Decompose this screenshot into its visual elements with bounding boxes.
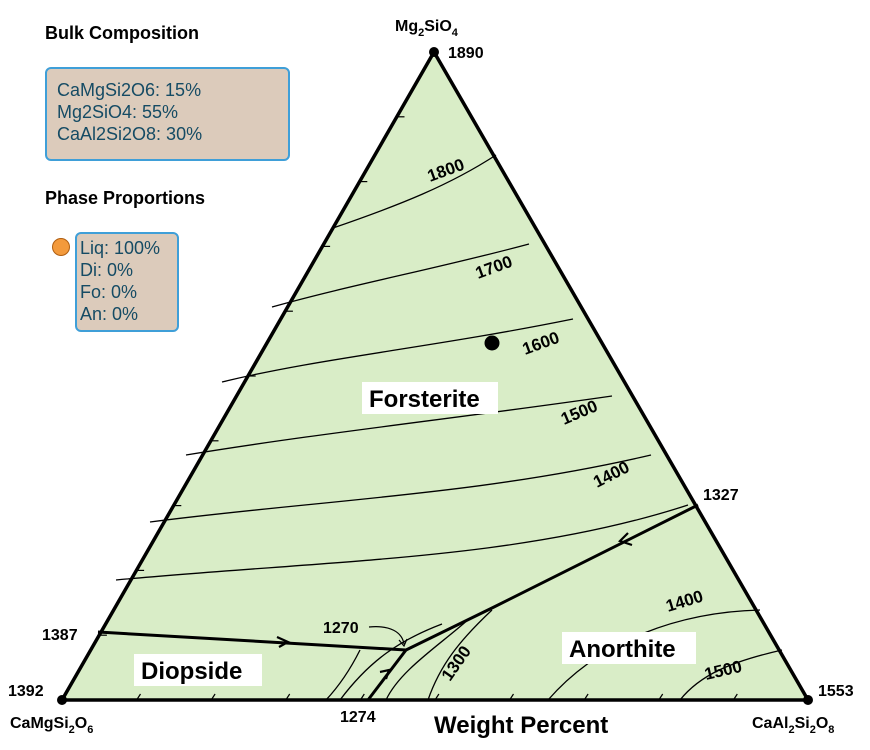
tick-marks [99,110,772,701]
bulk-composition-title: Bulk Composition [45,23,199,43]
isotherm-label-1270: 1270 [323,620,359,637]
arrows [276,532,633,680]
phase-proportions-panel[interactable]: Liq: 100% Di: 0% Fo: 0% An: 0% [75,232,179,332]
bulk-item-anorthite: CaAl2Si2O8: 30% [57,124,203,144]
phase-item-liquid: Liq: 100% [80,238,161,258]
vertex-dot-right [803,695,813,705]
phase-proportions-title: Phase Proportions [45,188,206,208]
field-label-anorthite: Anorthite [569,636,676,663]
vertex-label-left: CaMgSi2O6 [10,715,93,736]
vertex-label-top: Mg2SiO4 [395,18,459,39]
composition-point[interactable] [484,335,500,351]
vertex-label-right: CaAl2Si2O8 [752,715,834,736]
bulk-composition-panel[interactable]: CaMgSi2O6: 15% Mg2SiO4: 55% CaAl2Si2O8: … [45,67,290,161]
field-label-bg-forsterite [362,382,498,414]
vertex-temp-right: 1553 [818,683,854,700]
edge-temp-1274: 1274 [340,709,376,726]
isotherms-forsterite [115,154,689,581]
phase-marker-icon [52,238,70,256]
field-label-bg-anorthite [562,632,696,664]
vertex-dot-top [429,47,439,57]
edge-temp-1327: 1327 [703,487,739,504]
vertex-temp-top: 1890 [448,45,484,62]
field-label-diopside: Diopside [141,658,242,685]
field-label-forsterite: Forsterite [369,386,480,413]
bulk-item-forsterite: Mg2SiO4: 55% [57,102,179,122]
edge-temp-1387: 1387 [42,627,78,644]
bulk-item-diopside: CaMgSi2O6: 15% [57,80,202,100]
phase-item-forsterite: Fo: 0% [80,282,138,302]
phase-item-diopside: Di: 0% [80,260,134,280]
field-label-bg-diopside [134,654,262,686]
vertex-dot-left [57,695,67,705]
axis-title: Weight Percent [434,712,608,739]
phase-item-anorthite: An: 0% [80,304,139,324]
vertex-temp-left: 1392 [8,683,44,700]
